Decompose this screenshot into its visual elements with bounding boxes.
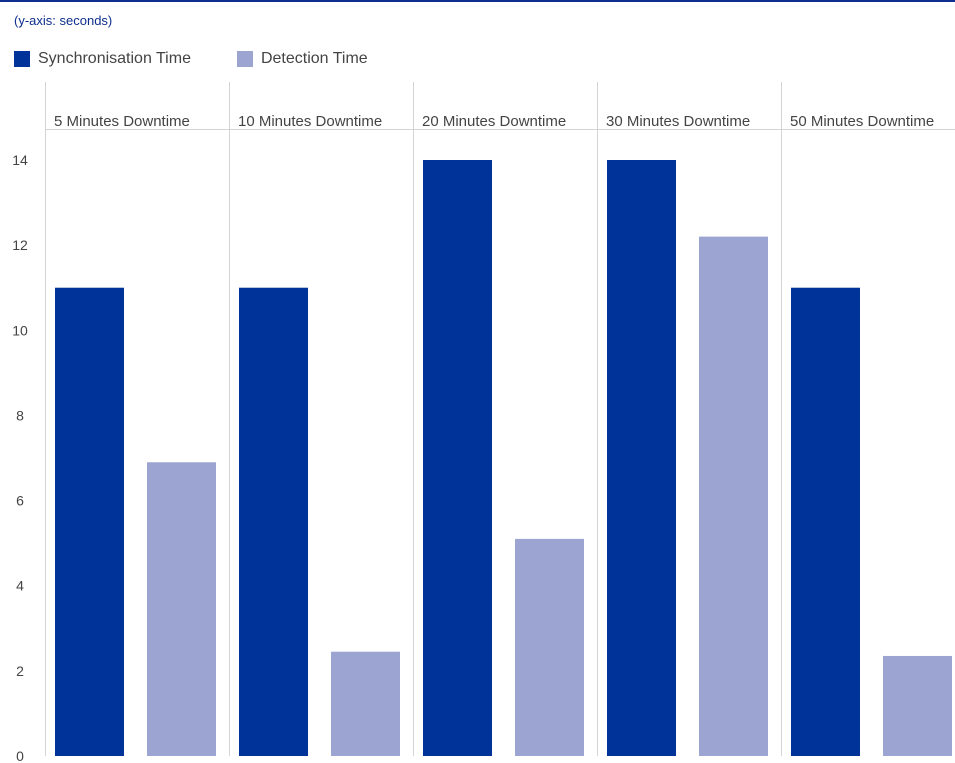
bar-synchronisation-time <box>791 287 860 756</box>
legend-label-detect: Detection Time <box>260 50 368 67</box>
y-tick-label: 6 <box>16 493 24 509</box>
y-tick-label: 0 <box>16 748 24 763</box>
legend-item-sync[interactable]: Synchronisation Time <box>14 50 191 68</box>
bar-detection-time <box>147 462 216 756</box>
facet-label: 30 Minutes Downtime <box>606 113 750 130</box>
bar-synchronisation-time <box>607 160 676 756</box>
y-tick-label: 2 <box>16 663 24 679</box>
legend-item-detect[interactable]: Detection Time <box>236 50 368 68</box>
bar-synchronisation-time <box>55 287 124 756</box>
bar-detection-time <box>883 655 952 756</box>
bar-synchronisation-time <box>423 160 492 756</box>
bar-detection-time <box>699 236 768 757</box>
facet-label: 5 Minutes Downtime <box>54 113 190 130</box>
facet-label: 10 Minutes Downtime <box>238 113 382 130</box>
bar-synchronisation-time <box>239 287 308 756</box>
y-axis-unit-note: (y-axis: seconds) <box>14 13 113 28</box>
legend-swatch-detect <box>236 51 253 67</box>
bar-detection-time <box>515 538 584 756</box>
legend-label-sync: Synchronisation Time <box>38 50 191 67</box>
y-tick-label: 8 <box>16 407 24 423</box>
y-tick-label: 12 <box>12 237 28 253</box>
y-tick-label: 14 <box>12 152 28 168</box>
top-rule <box>0 0 955 2</box>
y-tick-label: 4 <box>16 578 24 594</box>
bar-detection-time <box>331 651 400 756</box>
facet-label: 50 Minutes Downtime <box>790 113 934 130</box>
legend: Synchronisation Time Detection Time <box>14 50 414 68</box>
legend-swatch-sync <box>14 51 30 67</box>
y-tick-label: 10 <box>12 322 28 338</box>
facet-label: 20 Minutes Downtime <box>422 113 566 130</box>
